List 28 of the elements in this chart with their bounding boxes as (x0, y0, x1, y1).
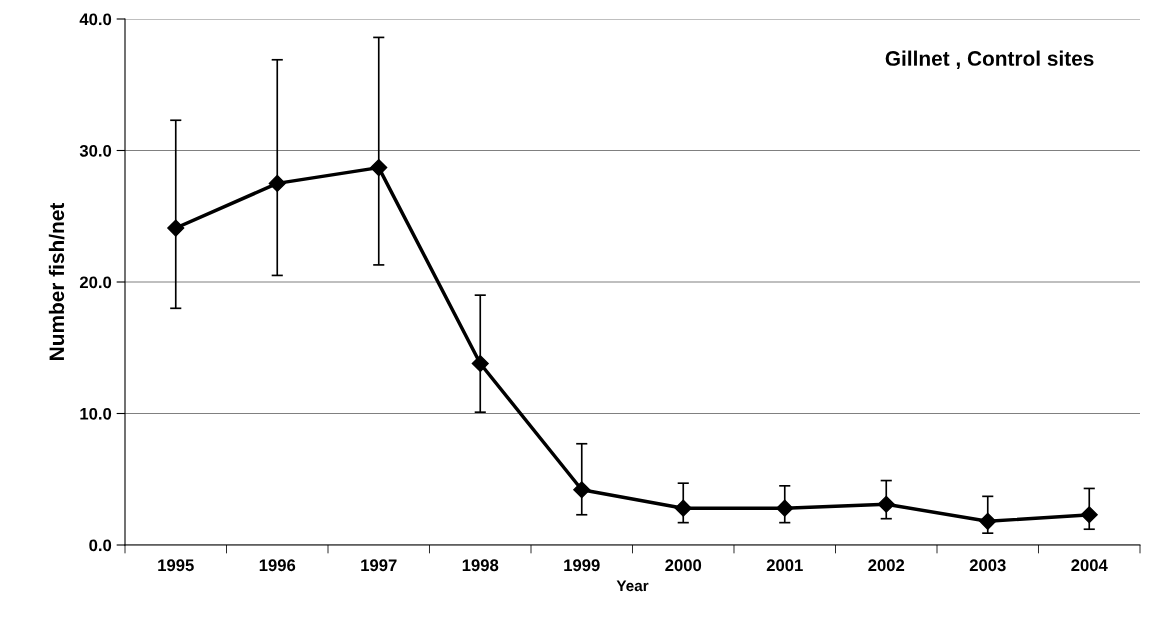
y-tick-label: 0.0 (89, 539, 112, 552)
y-tick-label: 10.0 (80, 407, 112, 420)
text: Gillnet , Control sites (885, 50, 1094, 69)
point (1080, 506, 1098, 524)
x-tick-label: 1998 (462, 559, 499, 572)
point (167, 219, 185, 237)
x-tick-label: 1995 (158, 559, 194, 572)
point (877, 495, 895, 513)
point (674, 499, 692, 517)
y-tick-label: 40.0 (79, 13, 112, 26)
x-tick-label: 1997 (361, 559, 397, 572)
point (471, 354, 489, 373)
y-tick-label: 20.0 (79, 276, 112, 289)
point (776, 499, 794, 517)
x-tick-label: 2004 (1071, 559, 1108, 572)
point (573, 481, 591, 499)
point (370, 159, 388, 177)
point (268, 174, 286, 192)
point (979, 512, 997, 530)
y-tick-label: 30.0 (79, 144, 112, 157)
x-tick-label: 2003 (969, 559, 1006, 572)
y-axis-title: Number fish/net (48, 202, 65, 360)
x-tick-label: 2001 (766, 559, 803, 572)
x-tick-label: 1999 (564, 559, 600, 572)
x-tick-label: 1996 (259, 559, 296, 572)
x-tick-label: 2000 (665, 559, 702, 572)
x-tick-label: 2002 (868, 559, 905, 572)
x-axis-title: Year (616, 580, 649, 592)
